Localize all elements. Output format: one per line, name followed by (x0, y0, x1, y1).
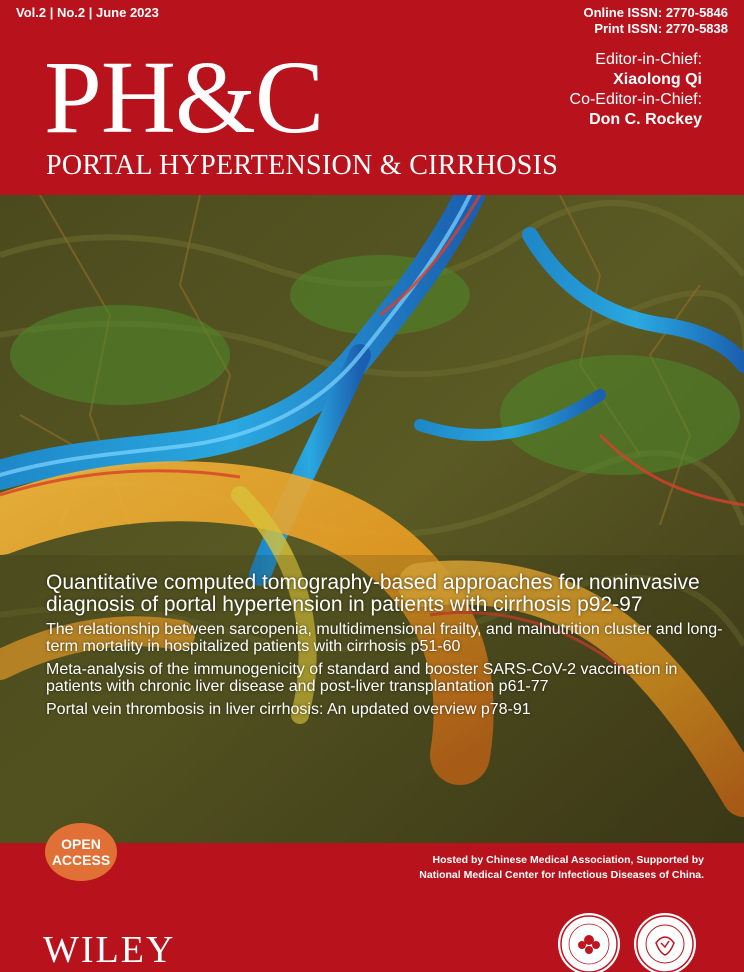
editors-block: Editor-in-Chief: Xiaolong Qi Co-Editor-i… (570, 50, 702, 130)
print-issn: Print ISSN: 2770-5838 (594, 21, 728, 36)
online-issn: Online ISSN: 2770-5846 (583, 5, 728, 20)
headline-item: Portal vein thrombosis in liver cirrhosi… (46, 701, 531, 718)
vessel-illustration (0, 195, 744, 843)
hosted-line1: Hosted by Chinese Medical Association, S… (432, 854, 705, 866)
publisher-logo: WILEY (43, 929, 176, 971)
featured-articles: Quantitative computed tomography-based a… (46, 572, 736, 724)
issue-info: Vol.2 | No.2 | June 2023 (16, 5, 159, 20)
hosted-line2: National Medical Center for Infectious D… (419, 869, 704, 881)
open-access-line1: OPEN (61, 836, 101, 852)
cma-seal-icon (558, 913, 620, 972)
headline-item: Meta-analysis of the immunogenicity of s… (46, 661, 678, 695)
headline-main: Quantitative computed tomography-based a… (46, 571, 700, 616)
cover-artwork (0, 195, 744, 843)
headline-item: The relationship between sarcopenia, mul… (46, 621, 723, 655)
cover-footer (0, 843, 744, 972)
open-access-line2: ACCESS (51, 852, 111, 868)
cover-header (0, 0, 744, 195)
journal-logo: PH&C (44, 40, 324, 155)
hosted-by-text: Hosted by Chinese Medical Association, S… (419, 853, 704, 883)
editor-name: Xiaolong Qi (613, 71, 702, 88)
issn-block: Online ISSN: 2770-5846 Print ISSN: 2770-… (583, 5, 728, 37)
journal-title: PORTAL HYPERTENSION & CIRRHOSIS (46, 150, 559, 181)
open-access-badge: OPEN ACCESS (45, 823, 117, 881)
co-editor-label: Co-Editor-in-Chief: (569, 91, 702, 108)
co-editor-name: Don C. Rockey (589, 111, 702, 128)
chess-seal-icon (634, 913, 696, 972)
editor-label: Editor-in-Chief: (595, 51, 702, 68)
